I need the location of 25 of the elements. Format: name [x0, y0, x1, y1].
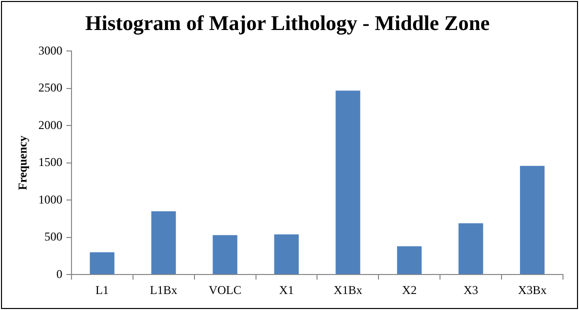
- bar: [397, 246, 422, 274]
- y-axis-title: Frequency: [15, 136, 30, 190]
- bar: [458, 223, 484, 274]
- y-tick-label: 3000: [38, 43, 62, 58]
- x-tick-label: L1Bx: [150, 282, 178, 297]
- y-tick-label: 500: [44, 230, 62, 244]
- y-tick-label: 0: [56, 266, 62, 281]
- bar: [212, 235, 238, 274]
- bar: [274, 234, 299, 274]
- bar: [90, 252, 114, 274]
- x-tick-label: X2: [402, 282, 417, 297]
- y-tick-label: 1500: [38, 155, 62, 170]
- y-tick-label: 1000: [38, 192, 62, 206]
- x-tick-label: VOLC: [208, 282, 242, 297]
- x-tick-label: L1: [95, 282, 109, 297]
- chart-title: Histogram of Major Lithology - Middle Zone: [85, 11, 490, 36]
- y-tick-label: 2500: [38, 80, 62, 95]
- x-tick-label: X3: [463, 282, 478, 297]
- bar: [336, 90, 360, 274]
- x-tick-label: X1Bx: [334, 282, 362, 297]
- x-tick-label: X3Bx: [518, 282, 547, 297]
- bar: [151, 211, 176, 274]
- x-tick-label: X1: [279, 282, 294, 297]
- y-tick-label: 2000: [38, 118, 62, 132]
- bar: [520, 166, 545, 274]
